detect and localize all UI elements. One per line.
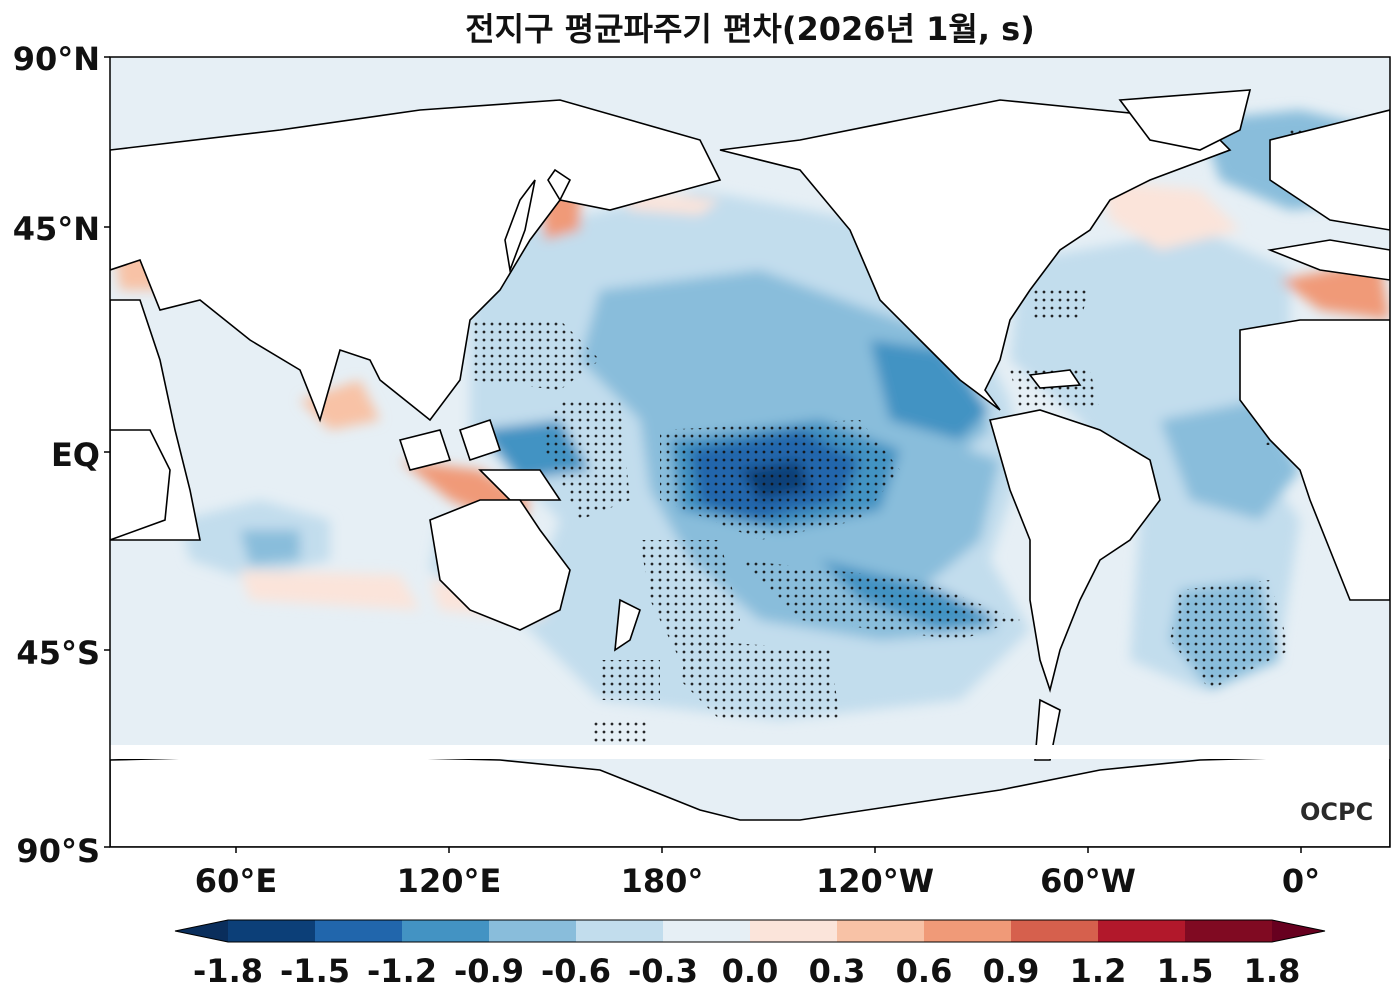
cb-tick-12: 1.8 <box>1243 952 1301 990</box>
colorbar-segment <box>402 920 490 942</box>
lon-label-180: 180° <box>620 862 704 900</box>
map-title: 전지구 평균파주기 편차(2026년 1월, s) <box>465 10 1035 48</box>
lon-label-60w: 60°W <box>1040 862 1136 900</box>
anomaly-field <box>110 57 1390 847</box>
lon-label-0: 0° <box>1281 862 1321 900</box>
colorbar-segment <box>663 920 751 942</box>
cb-tick-3: -0.9 <box>454 952 524 990</box>
cb-tick-11: 1.5 <box>1156 952 1214 990</box>
cb-tick-10: 1.2 <box>1069 952 1127 990</box>
colorbar-extend-min <box>175 920 228 942</box>
colorbar-segment <box>576 920 664 942</box>
lon-label-120w: 120°W <box>815 862 935 900</box>
colorbar-segment <box>315 920 403 942</box>
cb-tick-8: 0.6 <box>895 952 953 990</box>
colorbar-segment <box>924 920 1012 942</box>
no-data-band <box>110 745 1390 759</box>
cb-tick-1: -1.5 <box>280 952 350 990</box>
colorbar-segment <box>750 920 838 942</box>
colorbar-segment <box>1011 920 1099 942</box>
axis-ticks <box>104 56 1302 853</box>
colorbar-segment <box>837 920 925 942</box>
cb-tick-7: 0.3 <box>808 952 866 990</box>
colorbar-extend-max <box>1272 920 1325 942</box>
lat-label-90n: 90°N <box>12 40 100 78</box>
cb-tick-6: 0.0 <box>721 952 779 990</box>
lon-label-120e: 120°E <box>396 862 502 900</box>
colorbar-segment <box>228 920 316 942</box>
lat-label-eq: EQ <box>50 436 100 474</box>
lat-label-45n: 45°N <box>12 210 100 248</box>
cb-tick-0: -1.8 <box>193 952 263 990</box>
lat-label-45s: 45°S <box>16 634 100 672</box>
significance-stippling <box>470 130 1380 745</box>
colorbar-segment <box>489 920 577 942</box>
lon-label-60e: 60°E <box>194 862 278 900</box>
colorbar-outline <box>174 919 1326 943</box>
cb-tick-4: -0.6 <box>541 952 611 990</box>
cb-tick-5: -0.3 <box>628 952 698 990</box>
lat-label-90s: 90°S <box>16 832 100 870</box>
coastlines <box>110 89 1390 847</box>
colorbar-segment <box>1098 920 1186 942</box>
cb-tick-2: -1.2 <box>367 952 437 990</box>
ocpc-logo: OCPC <box>1300 798 1374 826</box>
colorbar <box>174 919 1326 943</box>
cb-tick-9: 0.9 <box>982 952 1040 990</box>
colorbar-segment <box>1185 920 1273 942</box>
